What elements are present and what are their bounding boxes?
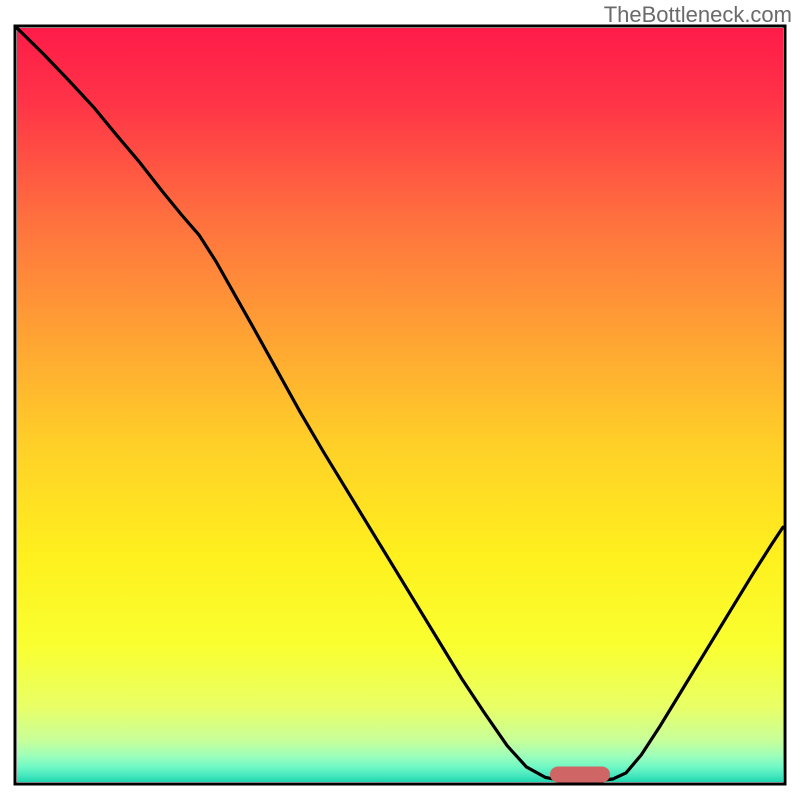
chart-svg xyxy=(0,0,800,800)
optimum-marker xyxy=(550,766,610,782)
gradient-background xyxy=(17,28,783,782)
watermark-text: TheBottleneck.com xyxy=(604,2,792,28)
bottleneck-chart: TheBottleneck.com xyxy=(0,0,800,800)
